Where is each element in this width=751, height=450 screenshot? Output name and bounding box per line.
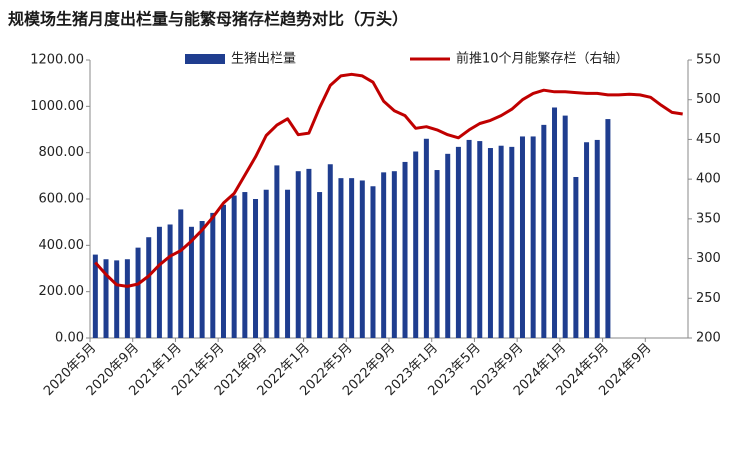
bar	[124, 259, 130, 338]
bar	[594, 139, 600, 338]
bar	[359, 180, 365, 338]
y-tick-label: 0.00	[55, 331, 84, 346]
y-tick-label: 400.00	[39, 238, 85, 253]
legend-label: 生猪出栏量	[231, 52, 296, 67]
bar	[231, 195, 237, 338]
bar	[135, 247, 141, 338]
bar	[434, 170, 440, 338]
bar	[413, 151, 419, 338]
bar	[220, 204, 226, 338]
bar	[605, 119, 611, 338]
bar	[317, 192, 323, 338]
y2-tick-label: 350	[696, 211, 721, 226]
bar	[477, 141, 483, 338]
line	[94, 72, 683, 288]
bar	[263, 189, 269, 338]
y-tick-label: 1200.00	[30, 53, 84, 68]
y2-tick-label: 550	[696, 53, 721, 68]
bar	[92, 254, 98, 338]
y2-tick-label: 400	[696, 172, 721, 187]
y2-tick-label: 300	[696, 251, 721, 266]
y-tick-label: 1000.00	[30, 99, 84, 114]
y2-tick-label: 500	[696, 92, 721, 107]
bar	[306, 168, 312, 338]
bar	[402, 161, 408, 338]
bar	[498, 145, 504, 338]
bar	[103, 259, 109, 338]
bar	[338, 178, 344, 338]
bar	[573, 176, 579, 338]
y-tick-label: 200.00	[39, 284, 85, 299]
bar	[274, 165, 280, 338]
bar	[552, 107, 558, 338]
chart-title: 规模场生猪月度出栏量与能繁母猪存栏趋势对比（万头）	[8, 10, 408, 29]
legend-label: 前推10个月能繁存栏（右轴）	[456, 51, 629, 67]
bar	[156, 226, 162, 338]
bar	[210, 212, 216, 338]
legend-swatch	[185, 54, 225, 64]
bar	[199, 221, 205, 338]
bar	[253, 199, 259, 338]
bar	[530, 136, 536, 338]
bar	[423, 138, 429, 338]
y2-tick-label: 200	[696, 331, 721, 346]
bar	[584, 142, 590, 338]
bar	[242, 192, 248, 338]
bar	[188, 226, 194, 338]
bar	[562, 115, 568, 338]
bar	[146, 237, 152, 338]
bar	[487, 148, 493, 338]
y2-tick-label: 450	[696, 132, 721, 147]
bar	[114, 260, 120, 338]
bar	[445, 153, 451, 338]
bar	[349, 178, 355, 338]
bar	[509, 146, 515, 338]
y2-tick-label: 250	[696, 291, 721, 306]
y-tick-label: 600.00	[39, 192, 85, 207]
bar	[381, 172, 387, 338]
bar	[541, 124, 547, 338]
bar	[285, 189, 291, 338]
bar	[455, 146, 461, 338]
bar	[466, 139, 472, 338]
bar	[519, 136, 525, 338]
bar	[178, 209, 184, 338]
bar	[167, 224, 173, 338]
y-tick-label: 800.00	[39, 145, 85, 160]
bar	[370, 186, 376, 338]
bar	[391, 171, 397, 338]
bar	[327, 164, 333, 338]
bar	[295, 171, 301, 338]
